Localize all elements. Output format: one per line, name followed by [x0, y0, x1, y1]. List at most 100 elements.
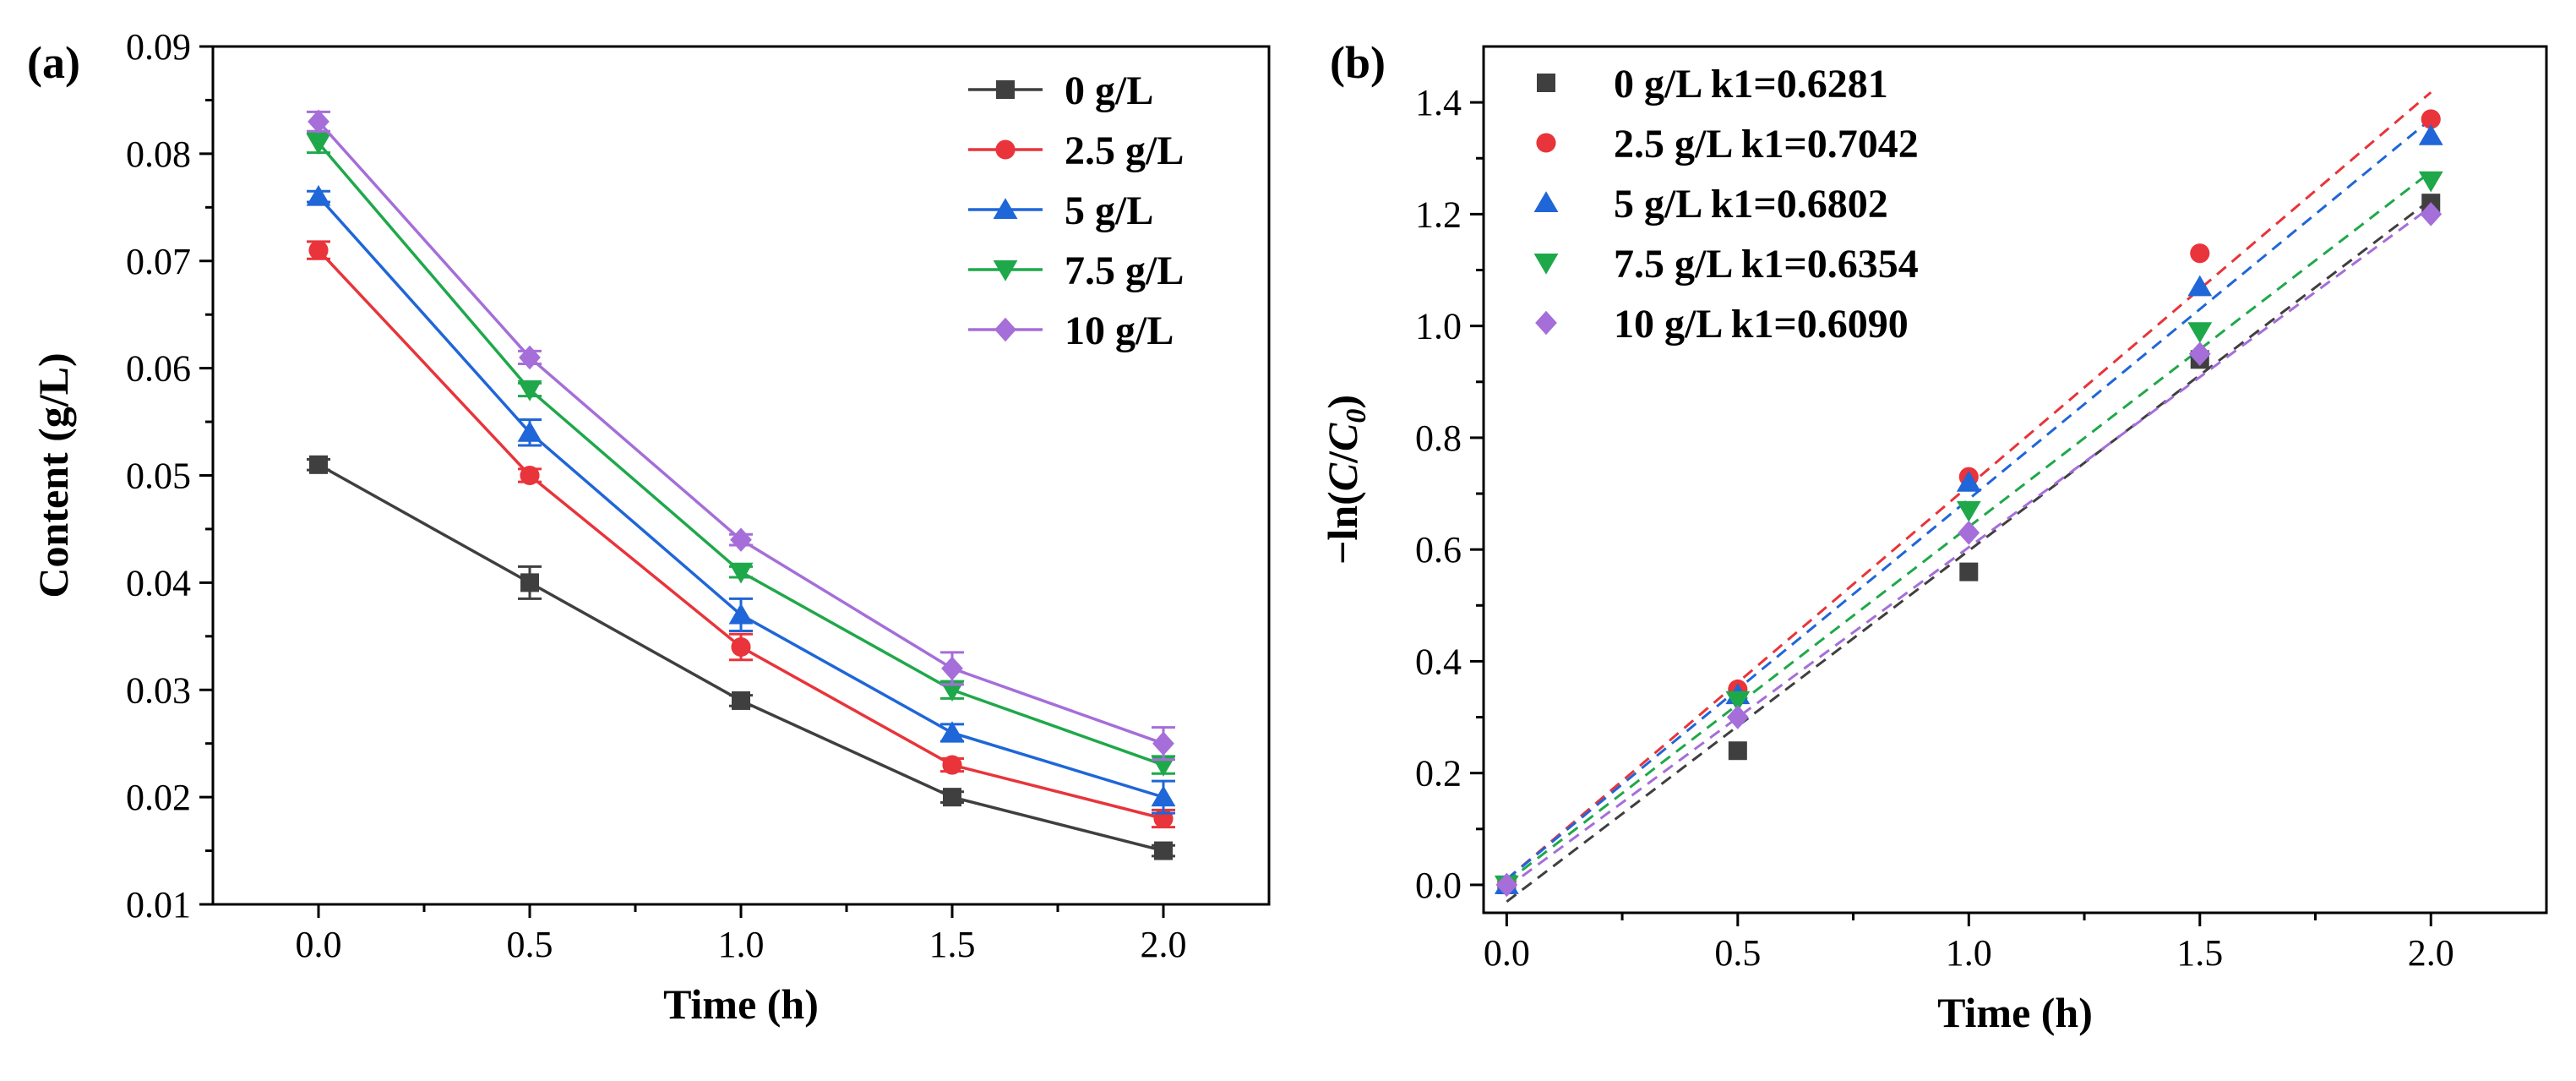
panel-a-series-5-g-l — [306, 184, 1176, 815]
panel-b-y-tick-label: 0.0 — [1415, 865, 1462, 906]
panel-b-x-tick-label: 1.5 — [2176, 932, 2223, 974]
panel-b-x-tick-label: 1.0 — [1946, 932, 1992, 974]
panel-a-legend-label: 2.5 g/L — [1065, 128, 1184, 173]
panel-a-data-point — [939, 721, 965, 742]
panel-a-data-point — [517, 380, 542, 401]
panel-a-data-point — [308, 109, 329, 134]
panel-a-legend-marker — [993, 260, 1018, 281]
panel-a-plot-frame — [211, 45, 1271, 906]
panel-a-y-tick-label: 0.09 — [126, 26, 191, 68]
panel-b-legend-marker — [1533, 191, 1559, 212]
panel-a-y-tick-label: 0.08 — [126, 134, 191, 175]
panel-a-data-point — [1151, 756, 1176, 777]
panel-a-y-tick-label: 0.05 — [126, 456, 191, 497]
panel-b-data-point — [1959, 562, 1979, 581]
panel-b-y-tick-label: 0.8 — [1415, 418, 1462, 459]
panel-b-y-tick-label: 0.2 — [1415, 753, 1462, 794]
panel-b-series-10-g-l — [1495, 202, 2443, 898]
panel-a-data-point — [306, 184, 331, 206]
panel-a-data-point — [520, 573, 539, 592]
panel-b-legend: 0 g/L k1=0.6281 2.5 g/L k1=0.7042 5 g/L k1… — [1533, 62, 1919, 347]
panel-a-y-tick-label: 0.06 — [126, 348, 191, 390]
panel-b-x-axis-label: Time (h) — [1937, 989, 2093, 1036]
panel-a-legend-label: 7.5 g/L — [1065, 248, 1184, 293]
panel-b-legend-label: 10 g/L k1=0.6090 — [1614, 302, 1909, 347]
panel-a-data-point — [517, 421, 542, 442]
panel-b-data-point — [2187, 322, 2213, 344]
panel-a-series-0-g-l — [307, 455, 1175, 860]
panel-b-legend-item-10-g-l: 10 g/L k1=0.6090 — [1535, 302, 1909, 347]
panel-a-y-tick-label: 0.02 — [126, 777, 191, 818]
panel-b-legend-marker — [1533, 254, 1559, 275]
panel-a-series-10-g-l — [307, 109, 1175, 762]
panel-a-legend-label: 0 g/L — [1065, 68, 1153, 113]
panel-a-x-tick-label: 2.0 — [1141, 924, 1187, 965]
panel-b-data-point — [2421, 109, 2441, 129]
panel-b-legend-marker — [1535, 310, 1557, 336]
panel-b-x-tick-label: 0.5 — [1714, 932, 1761, 974]
panel-a-data-point — [1151, 785, 1176, 807]
panel-a-data-point — [1152, 731, 1174, 756]
panel-b-data-point — [2190, 243, 2210, 264]
panel-b-legend-label: 5 g/L k1=0.6802 — [1614, 182, 1888, 227]
panel-a-data-point — [939, 680, 965, 702]
panel-a-series-7-5-g-l — [306, 132, 1176, 777]
panel-b-data-point — [2418, 171, 2443, 193]
panel-b-chart: (b) 0.0 0.5 1.0 1.5 2.0 0.0 0.2 0.4 0.6 0.8 1.0 1.2… — [1319, 37, 2548, 1036]
panel-a-legend-marker — [993, 198, 1018, 219]
panel-b-y-label-prefix: −ln( — [1319, 491, 1366, 565]
panel-b-y-label-c0: C — [1319, 423, 1366, 451]
panel-b-data-point — [1958, 521, 1980, 545]
panel-a-chart: (a) 0.0 0.5 1.0 1.5 2.00.010.020.030.040.050… — [27, 26, 1271, 1028]
panel-b-data-point — [2187, 275, 2213, 297]
panel-b-legend-label: 0 g/L k1=0.6281 — [1614, 62, 1888, 106]
panel-a-data-point — [941, 656, 963, 681]
panel-b-x-tick-label: 2.0 — [2408, 932, 2454, 974]
panel-b-y-tick-label: 1.0 — [1415, 306, 1462, 347]
panel-a-x-axis-label: Time (h) — [663, 980, 819, 1028]
panel-a-legend-marker — [996, 80, 1015, 99]
panel-a-legend-item-0-g-l: 0 g/L — [968, 68, 1153, 113]
panel-a-series-line-7-5-g-l — [317, 142, 1164, 767]
panel-a-y-tick-label: 0.03 — [126, 669, 191, 711]
panel-b-y-label-suffix: ) — [1319, 395, 1366, 409]
panel-b-legend-marker — [1536, 133, 1556, 153]
panel-b-y-axis-label: −ln(C/C0) — [1319, 395, 1372, 565]
panel-b-x-tick-label: 0.0 — [1484, 932, 1530, 974]
panel-a-data-point — [943, 788, 961, 807]
panel-a-legend-item-5-g-l: 5 g/L — [968, 188, 1153, 233]
panel-a-data-point — [309, 455, 328, 474]
panel-b-y-label-c: C — [1319, 462, 1366, 491]
panel-a-label: (a) — [27, 37, 80, 88]
panel-b-legend-item-0-g-l: 0 g/L k1=0.6281 — [1537, 62, 1888, 106]
panel-b-data-point — [1495, 872, 1518, 898]
panel-b-data-point — [1728, 741, 1747, 761]
panel-b-data-point — [1726, 705, 1749, 729]
panel-a-data-point — [520, 465, 540, 486]
panel-a-data-point — [728, 603, 754, 625]
panel-a-y-tick-label: 0.04 — [126, 562, 191, 603]
panel-b-legend-item-7-5-g-l: 7.5 g/L k1=0.6354 — [1533, 242, 1919, 287]
panel-a-legend-label: 10 g/L — [1065, 308, 1174, 353]
panel-b-data-point — [2420, 202, 2443, 227]
panel-b-y-label-slash: / — [1319, 450, 1366, 464]
panel-b-legend-item-5-g-l: 5 g/L k1=0.6802 — [1533, 182, 1888, 227]
panel-a-legend-item-7-5-g-l: 7.5 g/L — [968, 248, 1184, 293]
panel-a-data-point — [1154, 841, 1173, 860]
panel-a-x-tick-label: 0.0 — [296, 924, 342, 965]
panel-a-legend: 0 g/L 2.5 g/L 5 g/L 7.5 g/L 10 g/L — [968, 68, 1184, 353]
panel-a-legend-label: 5 g/L — [1065, 188, 1153, 233]
panel-b-plot-frame — [1482, 45, 2548, 914]
panel-b-legend-marker — [1537, 74, 1555, 92]
panel-a-data-point — [519, 345, 541, 370]
panel-a-legend-marker — [994, 317, 1016, 342]
panel-b-y-tick-label: 0.6 — [1415, 529, 1462, 571]
panel-b-marks — [1494, 109, 2443, 898]
panel-a-y-axis-label: Content (g/L) — [30, 352, 77, 598]
panel-a-data-point — [730, 527, 752, 552]
panel-a-data-point — [731, 636, 751, 658]
panel-a-data-point — [942, 755, 962, 775]
panel-b-ticks: 0.0 0.5 1.0 1.5 2.0 0.0 0.2 0.4 0.6 0.8 1.0 1.2 1.4 — [1415, 82, 2454, 974]
panel-a-data-point — [308, 240, 329, 260]
